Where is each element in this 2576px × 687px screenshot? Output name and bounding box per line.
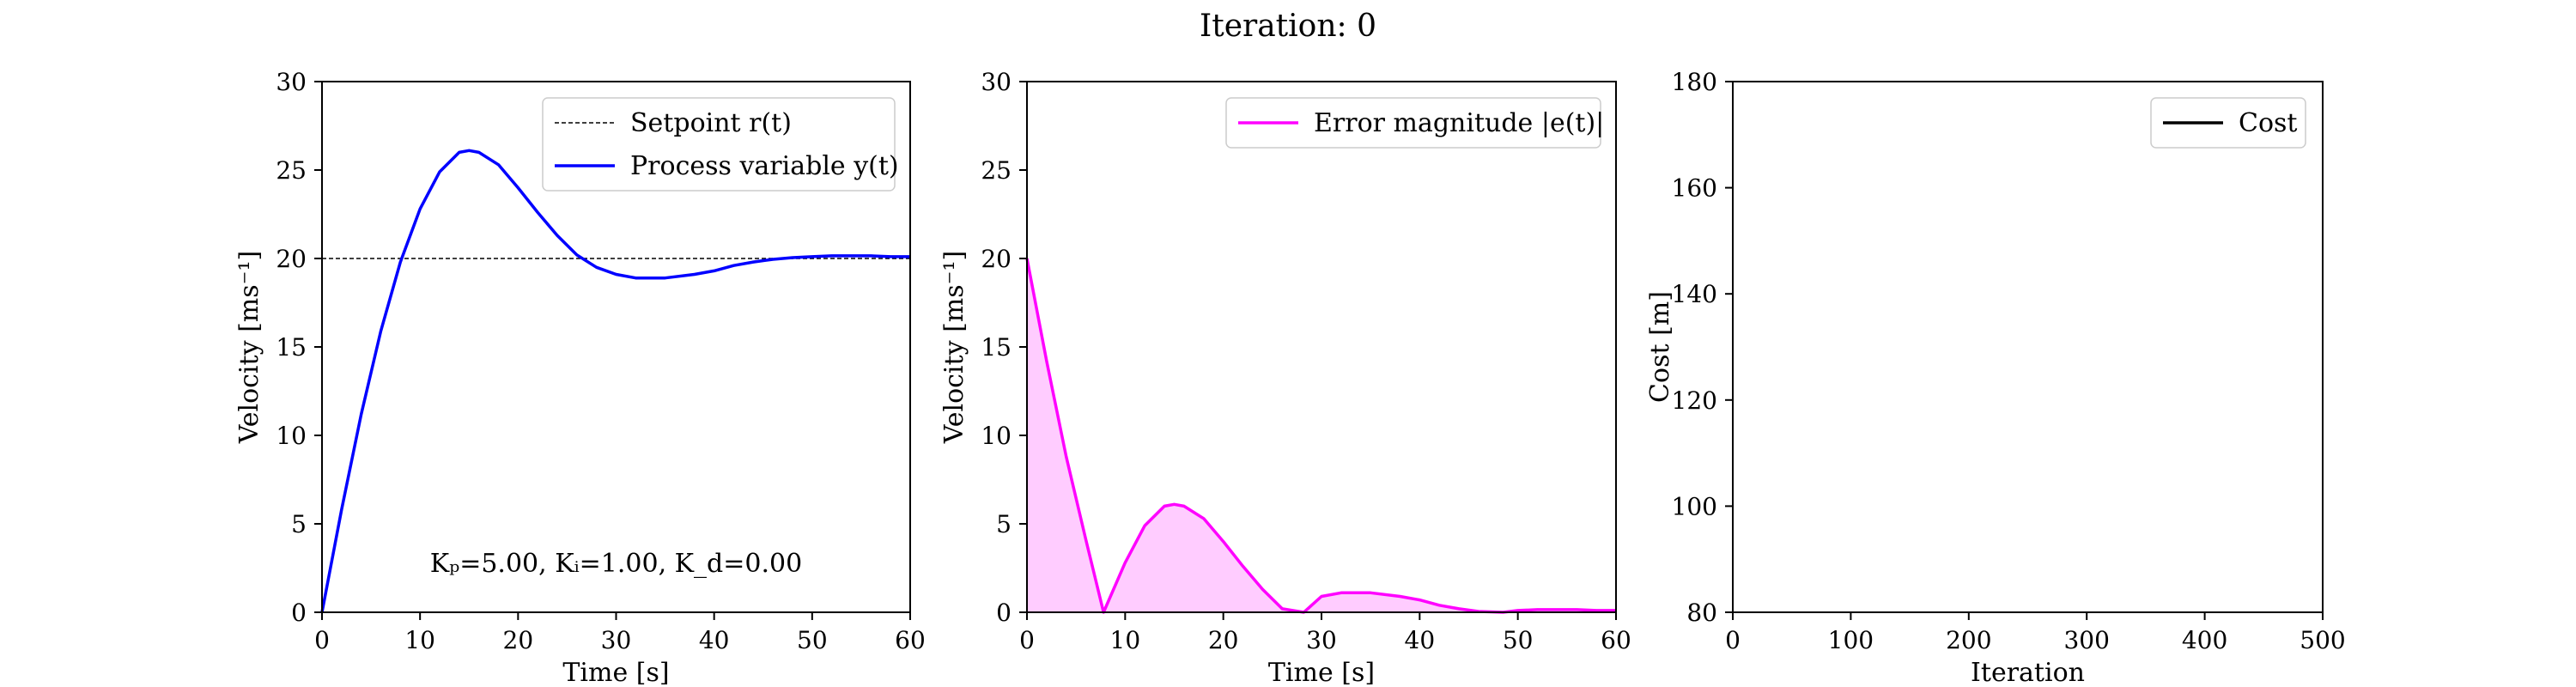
plot-frame: [1026, 81, 1617, 613]
x-tick-label: 200: [1946, 626, 1991, 654]
legend-entry: Setpoint r(t): [630, 108, 792, 138]
x-axis-label: Time [s]: [1268, 658, 1375, 687]
legend-box: [1225, 97, 1601, 149]
legend-entry: Error magnitude |e(t)|: [1314, 108, 1604, 138]
chart-3: 0 100 200 300 400 500 80 100 120 140 160 180 Iterati…: [1645, 68, 2346, 687]
chart-1: 0 10 20 30 40 50 60 0 5 10 15 20 25 30 Time [s] Velocit…: [234, 68, 926, 687]
x-tick-label: 500: [2300, 626, 2345, 654]
y-tick-label: 5: [291, 510, 307, 538]
plot-frame: [1732, 81, 2324, 613]
y-tick-label: 25: [981, 156, 1012, 185]
y-tick-label: 160: [1672, 174, 1717, 203]
y-tick-label: 20: [981, 245, 1012, 273]
x-tick-label: 10: [1110, 626, 1141, 654]
y-tick-label: 5: [996, 510, 1012, 538]
x-tick-label: 400: [2182, 626, 2227, 654]
legend-box: [542, 97, 896, 192]
x-tick-label: 40: [1405, 626, 1436, 654]
x-tick-label: 300: [2063, 626, 2109, 654]
x-tick-label: 20: [1208, 626, 1239, 654]
x-tick-label: 60: [1601, 626, 1631, 654]
x-tick-label: 20: [503, 626, 534, 654]
x-tick-label: 30: [601, 626, 632, 654]
y-tick-label: 180: [1672, 68, 1717, 96]
y-tick-label: 30: [981, 68, 1012, 96]
x-axis-label: Time [s]: [562, 658, 669, 687]
x-tick-label: 50: [1503, 626, 1534, 654]
gain-annotation: Kₚ=5.00, Kᵢ=1.00, K_d=0.00: [430, 549, 802, 579]
y-axis-label: Cost [m]: [1645, 291, 1675, 403]
y-tick-label: 20: [276, 245, 307, 273]
x-axis-label: Iteration: [1971, 658, 2085, 687]
y-tick-label: 120: [1672, 386, 1717, 415]
legend: Cost: [2150, 97, 2306, 149]
y-tick-label: 30: [276, 68, 307, 96]
chart-2: 0 10 20 30 40 50 60 0 5 10 15 20 25 30 Time [s] Velocit…: [939, 68, 1631, 687]
x-tick-label: 60: [895, 626, 926, 654]
y-tick-label: 25: [276, 156, 307, 185]
x-tick-label: 100: [1828, 626, 1874, 654]
legend-entry: Cost: [2239, 108, 2297, 138]
y-tick-label: 10: [981, 422, 1012, 450]
y-tick-label: 140: [1672, 280, 1717, 308]
legend: Error magnitude |e(t)|: [1225, 97, 1604, 149]
series-line-2: [320, 149, 910, 613]
y-tick-label: 80: [1686, 599, 1717, 627]
y-tick-label: 15: [981, 333, 1012, 362]
legend: Setpoint r(t) Process variable y(t): [542, 97, 899, 192]
x-tick-label: 0: [314, 626, 330, 654]
legend-entry: Process variable y(t): [630, 151, 899, 181]
x-tick-label: 10: [404, 626, 435, 654]
x-tick-label: 40: [699, 626, 730, 654]
legend-box: [2150, 97, 2306, 149]
x-tick-label: 0: [1019, 626, 1035, 654]
y-tick-label: 0: [291, 599, 307, 627]
y-tick-label: 10: [276, 422, 307, 450]
y-tick-label: 100: [1672, 492, 1717, 520]
y-axis-label: Velocity [ms⁻¹]: [234, 251, 264, 444]
x-tick-label: 30: [1306, 626, 1337, 654]
y-axis-label: Velocity [ms⁻¹]: [939, 251, 969, 444]
y-tick-label: 0: [996, 599, 1012, 627]
figure-title: Iteration: 0: [1200, 9, 1376, 44]
series-line-1: [1025, 258, 1616, 614]
x-tick-label: 0: [1725, 626, 1741, 654]
series-fill-1: [1027, 258, 1616, 612]
y-tick-label: 15: [276, 333, 307, 362]
x-tick-label: 50: [797, 626, 828, 654]
